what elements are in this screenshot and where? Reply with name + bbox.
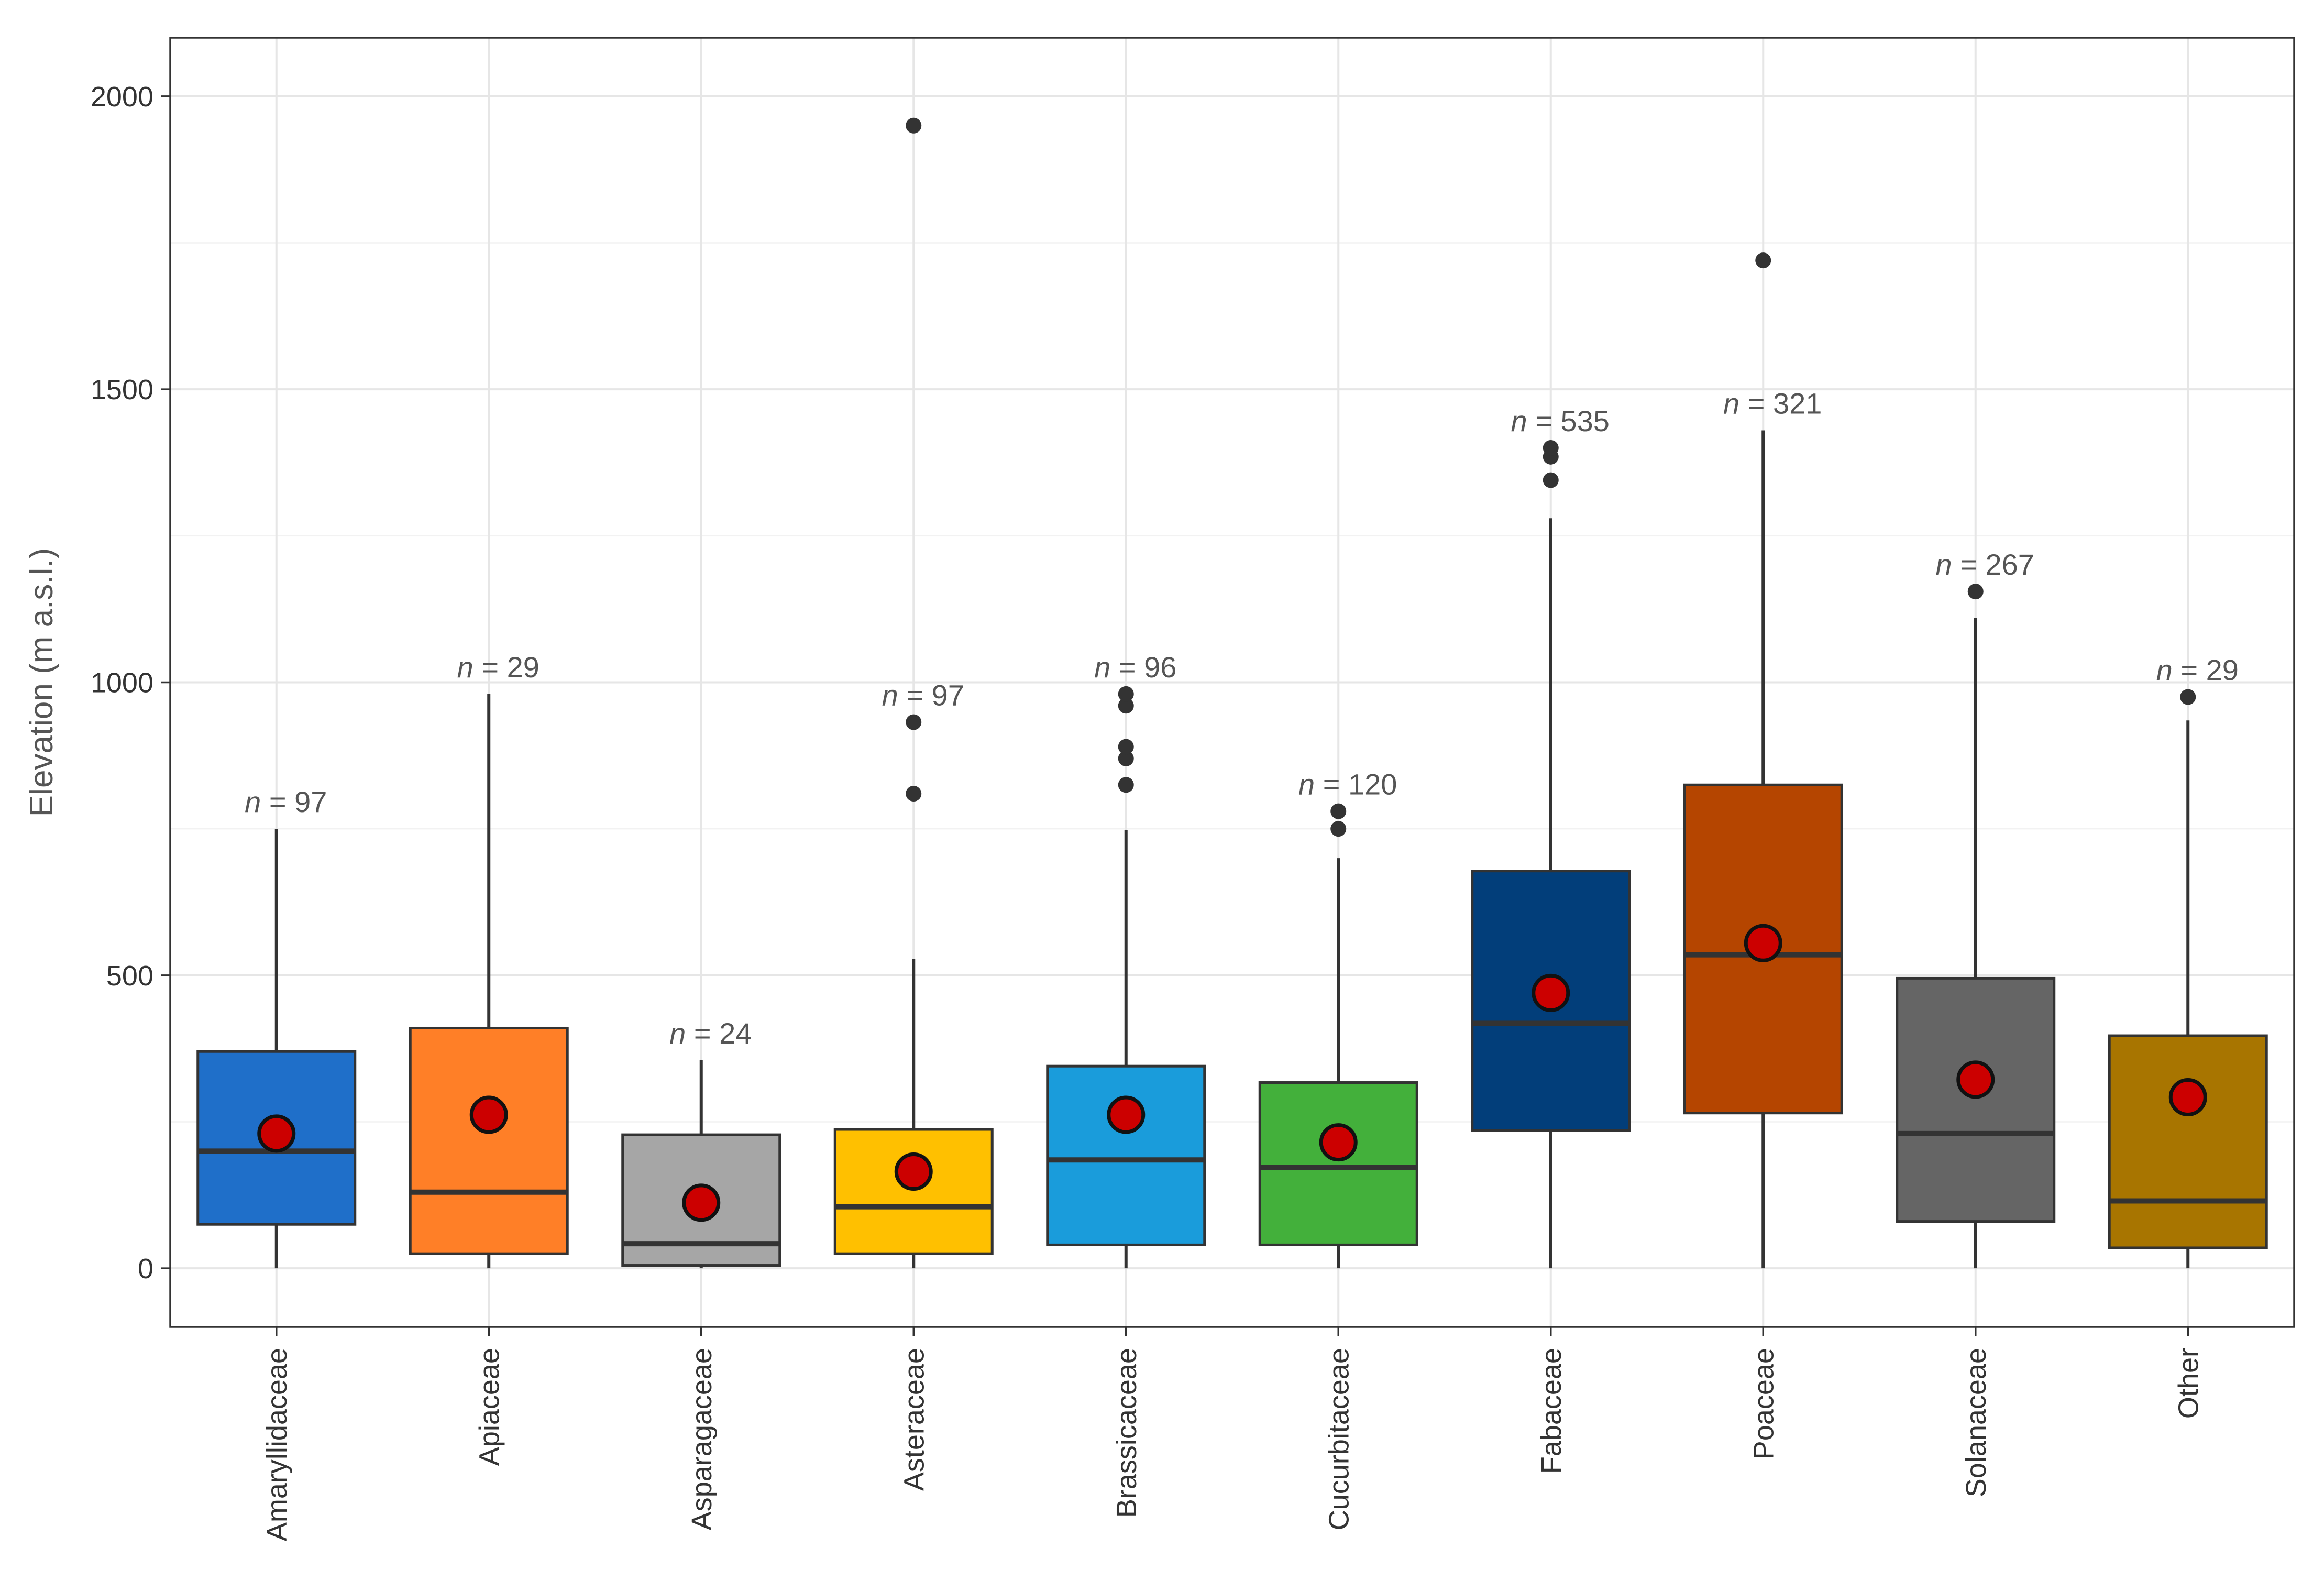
x-tick-label: Cucurbitaceae xyxy=(1323,1348,1354,1530)
n-symbol: n xyxy=(1511,404,1527,437)
n-label: n = 29 xyxy=(2156,653,2239,686)
y-tick-label: 0 xyxy=(138,1253,153,1284)
mean-point xyxy=(1532,973,1570,1012)
outlier-point xyxy=(906,786,922,802)
y-tick-label: 1000 xyxy=(91,667,153,699)
y-tick-label: 500 xyxy=(106,960,153,992)
x-tick-label: Amaryllidaceae xyxy=(261,1348,293,1541)
outlier-point xyxy=(2180,689,2196,705)
iqr-box xyxy=(1258,1081,1418,1246)
mean-point xyxy=(2168,1078,2207,1116)
n-label: n = 120 xyxy=(1298,768,1397,801)
outlier-point xyxy=(1967,584,1984,600)
n-label: n = 97 xyxy=(882,679,964,712)
n-symbol: n xyxy=(1936,548,1952,581)
n-symbol: n xyxy=(882,679,898,712)
n-value: = 97 xyxy=(261,785,327,818)
n-value: = 535 xyxy=(1527,404,1610,437)
outlier-point xyxy=(1330,821,1347,837)
outlier-point xyxy=(1118,777,1134,793)
x-tick-label: Fabaceae xyxy=(1536,1348,1567,1474)
x-tick-label: Poaceae xyxy=(1748,1348,1779,1459)
n-symbol: n xyxy=(1298,768,1315,801)
outlier-point xyxy=(1118,750,1134,766)
box-group-amaryllidaceae: n = 97 xyxy=(196,785,357,1269)
n-label: n = 97 xyxy=(245,785,327,818)
outlier-point xyxy=(906,117,922,134)
box-group-apiaceae: n = 29 xyxy=(409,651,569,1269)
outlier-point xyxy=(1543,472,1559,488)
n-label: n = 24 xyxy=(669,1017,752,1050)
x-tick-label: Other xyxy=(2173,1348,2204,1419)
outlier-point xyxy=(1118,739,1134,755)
x-tick-label: Asteraceae xyxy=(898,1348,930,1491)
outlier-point xyxy=(906,714,922,730)
iqr-box xyxy=(2108,1034,2268,1249)
iqr-box xyxy=(1046,1064,1206,1246)
n-value: = 24 xyxy=(686,1017,752,1050)
mean-point xyxy=(257,1114,296,1153)
x-tick-label: Apiaceae xyxy=(473,1348,505,1466)
mean-point xyxy=(682,1183,721,1222)
n-symbol: n xyxy=(1723,387,1739,420)
n-value: = 29 xyxy=(473,651,539,684)
mean-point xyxy=(1107,1095,1146,1134)
n-symbol: n xyxy=(669,1017,686,1050)
iqr-box xyxy=(833,1128,994,1255)
mean-point xyxy=(1744,924,1782,962)
box-group-asparagaceae: n = 24 xyxy=(621,1017,781,1269)
n-label: n = 29 xyxy=(457,651,539,684)
box-group-poaceae: n = 321 xyxy=(1683,252,1843,1269)
mean-point xyxy=(1319,1123,1358,1162)
n-symbol: n xyxy=(2156,653,2173,686)
n-symbol: n xyxy=(457,651,473,684)
y-tick-label: 1500 xyxy=(91,374,153,405)
iqr-box xyxy=(1896,976,2056,1223)
n-label: n = 535 xyxy=(1511,404,1610,437)
box-group-other: n = 29 xyxy=(2108,653,2268,1269)
n-value: = 267 xyxy=(1952,548,2034,581)
n-symbol: n xyxy=(245,785,261,818)
box-group-asteraceae: n = 97 xyxy=(833,117,994,1269)
outlier-point xyxy=(1543,440,1559,456)
x-tick-label: Asparagaceae xyxy=(686,1348,718,1530)
box-group-solanaceae: n = 267 xyxy=(1896,548,2056,1269)
n-value: = 29 xyxy=(2173,653,2239,686)
n-label: n = 96 xyxy=(1094,651,1176,684)
n-value: = 97 xyxy=(898,679,964,712)
iqr-box xyxy=(409,1026,569,1255)
box-group-fabaceae: n = 535 xyxy=(1471,404,1631,1269)
outlier-point xyxy=(1118,686,1134,702)
n-value: = 96 xyxy=(1110,651,1176,684)
y-axis-title: Elevation (m a.s.l.) xyxy=(24,548,60,817)
mean-point xyxy=(1956,1060,1995,1099)
n-value: = 321 xyxy=(1739,387,1822,420)
y-tick-label: 2000 xyxy=(91,81,153,113)
outlier-point xyxy=(1118,698,1134,714)
n-label: n = 267 xyxy=(1936,548,2034,581)
x-tick-label: Solanaceae xyxy=(1960,1348,1992,1497)
mean-point xyxy=(469,1095,508,1134)
n-symbol: n xyxy=(1094,651,1110,684)
box-group-cucurbitaceae: n = 120 xyxy=(1258,768,1418,1269)
mean-point xyxy=(894,1152,933,1191)
outlier-point xyxy=(1330,803,1347,819)
outlier-point xyxy=(1755,252,1771,269)
box-group-brassicaceae: n = 96 xyxy=(1046,651,1206,1269)
x-tick-label: Brassicaceae xyxy=(1111,1348,1142,1518)
n-value: = 120 xyxy=(1315,768,1397,801)
n-label: n = 321 xyxy=(1723,387,1822,420)
axes: 0 500 1000 1500 2000 Amaryllidaceae Apiaceae As… xyxy=(91,81,2204,1541)
